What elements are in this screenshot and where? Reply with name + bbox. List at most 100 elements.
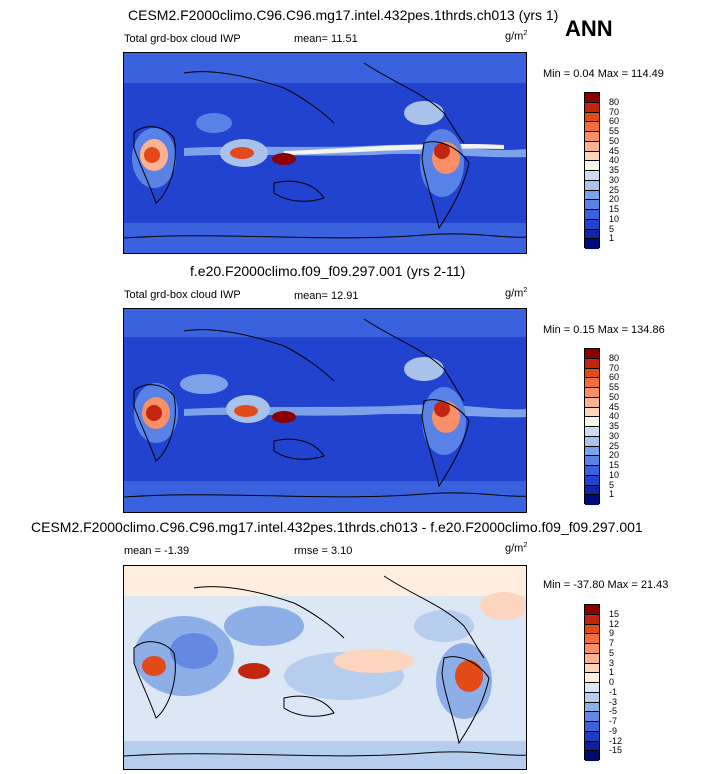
panel3-mean-label: mean = -1.39: [124, 545, 190, 557]
panel1-colorbar-swatch: [585, 239, 599, 249]
panel2-colorbar-swatch: [585, 485, 599, 496]
colorbar-tick-label: 80: [609, 352, 620, 363]
panel3-colorbar-swatch: [585, 653, 599, 664]
panel1-mean-label: mean= 11.51: [294, 33, 358, 45]
panel1-minmax: Min = 0.04 Max = 114.49: [543, 68, 664, 80]
colorbar-tick-label: 15: [609, 204, 620, 214]
panel3-units: g/m2: [505, 542, 528, 555]
colorbar-tick-label: 5: [609, 223, 615, 234]
panel1-colorbar-swatch: [585, 200, 599, 210]
panel1-units: g/m2: [505, 30, 528, 43]
colorbar-tick-label: 5: [609, 479, 615, 490]
colorbar-tick-label: 1: [609, 233, 615, 244]
colorbar-tick-label: 40: [609, 155, 620, 166]
panel2-title: f.e20.F2000climo.f09_f09.297.001 (yrs 2-…: [190, 263, 466, 279]
panel3-colorbar-swatch: [585, 751, 599, 761]
colorbar-tick-label: 3: [609, 657, 615, 668]
panel1-colorbar-swatch: [585, 210, 599, 220]
panel2-colorbar-swatch: [585, 466, 599, 476]
panel3-colorbar-swatch: [585, 663, 599, 674]
panel1-colorbar-swatch: [585, 229, 599, 240]
colorbar-tick-label: -1: [609, 686, 618, 697]
panel2-map-field: [124, 309, 526, 512]
panel2-map: [123, 308, 527, 513]
panel1-colorbar-swatch: [585, 171, 599, 181]
panel2-colorbar-swatch: [585, 407, 599, 418]
colorbar-tick-label: 25: [609, 184, 620, 195]
panel3-colorbar-swatch: [585, 712, 599, 722]
panel3-colorbar-swatch: [585, 624, 599, 635]
colorbar-tick-label: 5: [609, 647, 615, 658]
colorbar-tick-label: 15: [609, 460, 620, 470]
panel1-map: [123, 52, 527, 254]
panel3-map-field: [124, 566, 526, 769]
colorbar-tick-label: 7: [609, 638, 615, 648]
panel3-colorbar-swatch: [585, 673, 599, 683]
colorbar-tick-label: -9: [609, 725, 618, 736]
panel2-colorbar-swatch: [585, 456, 599, 466]
panel1-colorbar-swatch: [585, 122, 599, 132]
panel3-colorbar-swatch: [585, 644, 599, 654]
colorbar-tick-label: 35: [609, 165, 620, 175]
panel3-title: CESM2.F2000climo.C96.C96.mg17.intel.432p…: [31, 519, 643, 535]
panel1-title: CESM2.F2000climo.C96.C96.mg17.intel.432p…: [128, 7, 559, 23]
colorbar-tick-label: 55: [609, 126, 620, 136]
colorbar-tick-label: 35: [609, 421, 620, 431]
colorbar-tick-label: 45: [609, 145, 620, 156]
panel1-colorbar-swatch: [585, 102, 599, 113]
season-label: ANN: [565, 16, 613, 41]
panel2-colorbar-swatch: [585, 446, 599, 457]
panel3-rmse-label: rmse = 3.10: [294, 545, 353, 557]
panel2-units: g/m2: [505, 287, 528, 300]
panel2-colorbar-swatch: [585, 358, 599, 369]
panel2-colorbar-swatch: [585, 397, 599, 408]
panel2-colorbar-swatch: [585, 427, 599, 437]
panel1-colorbar-swatch: [585, 180, 599, 191]
panel3-colorbar: [584, 604, 600, 761]
colorbar-tick-label: 20: [609, 450, 620, 461]
panel3-colorbar-swatch: [585, 605, 599, 615]
colorbar-tick-label: 1: [609, 667, 615, 678]
panel3-colorbar-swatch: [585, 722, 599, 732]
panel2-variable-label: Total grd-box cloud IWP: [124, 289, 241, 301]
colorbar-tick-label: 30: [609, 430, 620, 441]
panel1-colorbar-swatch: [585, 112, 599, 123]
colorbar-tick-label: 45: [609, 401, 620, 412]
colorbar-tick-label: -15: [609, 745, 623, 756]
panel1-colorbar-swatch: [585, 161, 599, 171]
colorbar-tick-label: 70: [609, 106, 620, 117]
colorbar-tick-label: 50: [609, 391, 620, 402]
colorbar-tick-label: 70: [609, 362, 620, 373]
panel2-colorbar-swatch: [585, 417, 599, 427]
panel2-colorbar-swatch: [585, 475, 599, 486]
colorbar-tick-label: -5: [609, 706, 618, 717]
colorbar-tick-label: 80: [609, 96, 620, 107]
panel2-colorbar-swatch: [585, 495, 599, 505]
panel2-colorbar-swatch: [585, 436, 599, 447]
panel2-colorbar-swatch: [585, 378, 599, 388]
colorbar-tick-label: 12: [609, 618, 620, 629]
panel2-colorbar-swatch: [585, 349, 599, 359]
colorbar-tick-label: 60: [609, 116, 620, 127]
colorbar-tick-label: 15: [609, 608, 620, 619]
panel3-colorbar-swatch: [585, 634, 599, 644]
colorbar-tick-label: -7: [609, 716, 618, 726]
colorbar-tick-label: 40: [609, 411, 620, 422]
panel2-colorbar-swatch: [585, 368, 599, 379]
panel1-colorbar: [584, 92, 600, 249]
colorbar-tick-label: -12: [609, 735, 623, 746]
colorbar-tick-label: 30: [609, 174, 620, 185]
panel1-variable-label: Total grd-box cloud IWP: [124, 33, 241, 45]
panel3-colorbar-swatch: [585, 614, 599, 625]
colorbar-tick-label: 60: [609, 372, 620, 383]
panel3-colorbar-swatch: [585, 731, 599, 742]
colorbar-tick-label: 20: [609, 194, 620, 205]
colorbar-tick-label: 55: [609, 382, 620, 392]
panel2-colorbar: [584, 348, 600, 505]
colorbar-tick-label: 50: [609, 135, 620, 146]
panel1-colorbar-swatch: [585, 132, 599, 142]
panel2-minmax: Min = 0.15 Max = 134.86: [543, 324, 665, 336]
colorbar-tick-label: 10: [609, 213, 620, 224]
panel3-colorbar-swatch: [585, 683, 599, 693]
panel3-colorbar-swatch: [585, 702, 599, 713]
